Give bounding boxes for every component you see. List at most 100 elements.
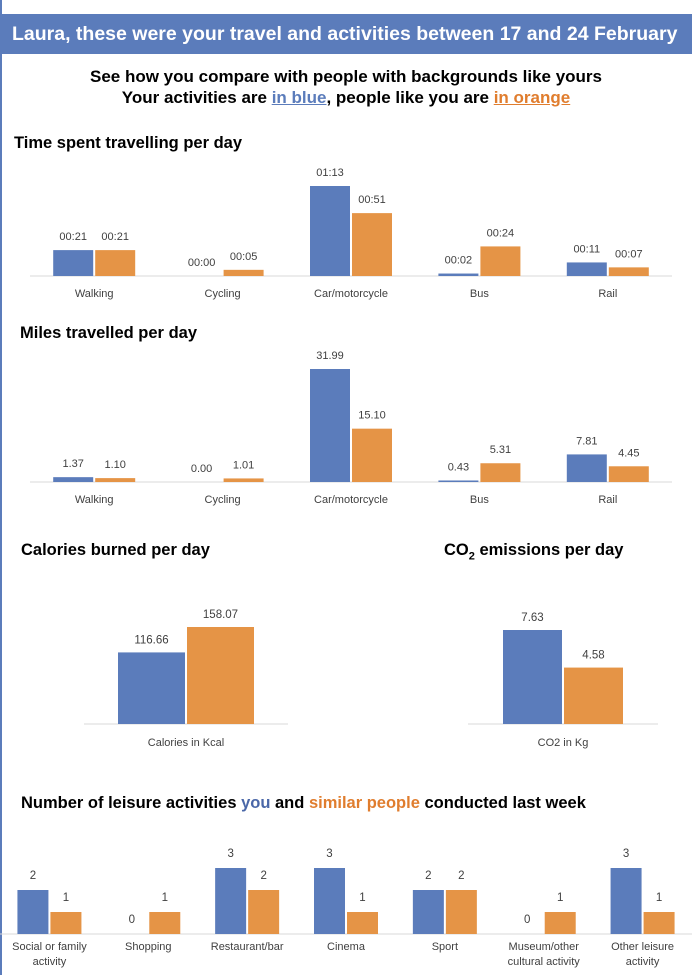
you-value-label-leisure-1: 0 [129, 914, 135, 926]
you-bar-co2-0 [503, 630, 562, 724]
similar-value-label-co2-0: 4.58 [582, 650, 604, 662]
similar-bar-miles-1 [223, 478, 264, 482]
similar-value-label-miles-0: 1.10 [104, 459, 125, 471]
intro-middle: , people like you are [326, 88, 494, 107]
category-label-leisure-2: Restaurant/bar [211, 941, 284, 953]
leisure-chart: 2 1 Social or family activity 0 1 Shopping 3 2 Re… [0, 848, 692, 968]
you-bar-leisure-0 [17, 890, 49, 934]
intro-blue-text: in blue [271, 88, 327, 107]
similar-bar-miles-3 [480, 463, 521, 482]
you-value-label-co2-0: 7.63 [521, 612, 543, 624]
you-bar-time-4 [566, 262, 607, 276]
similar-value-label-calories-0: 158.07 [203, 609, 238, 621]
leisure-title-part1: Number of leisure activities [21, 794, 242, 812]
similar-value-label-time-0: 00:21 [101, 231, 129, 243]
leisure-title-part3: conducted last week [419, 794, 586, 812]
similar-bar-leisure-4 [445, 890, 477, 934]
you-value-label-miles-0: 1.37 [62, 458, 83, 470]
leisure-section-title: Number of leisure activities you and sim… [21, 794, 586, 813]
page-title: Laura, these were your travel and activi… [0, 14, 692, 54]
similar-bar-leisure-0 [50, 912, 82, 934]
category-label-time-2: Car/motorcycle [314, 288, 388, 300]
category-label-miles-2: Car/motorcycle [314, 494, 388, 506]
co2-title-suffix: emissions per day [474, 541, 624, 559]
similar-bar-leisure-3 [347, 912, 378, 934]
you-value-label-leisure-3: 3 [326, 848, 332, 860]
leisure-title-part2: and [270, 794, 309, 812]
leisure-title-similar: similar people [308, 794, 420, 812]
similar-value-label-time-4: 00:07 [615, 248, 643, 260]
intro-orange-text: in orange [493, 88, 571, 107]
you-value-label-time-2: 01:13 [316, 167, 344, 179]
similar-value-label-leisure-0: 1 [63, 892, 69, 904]
similar-value-label-miles-2: 15.10 [358, 410, 386, 422]
you-bar-miles-2 [310, 369, 350, 482]
similar-value-label-leisure-3: 1 [359, 892, 365, 904]
similar-value-label-miles-3: 5.31 [490, 444, 511, 456]
category-label-leisure-0: activity [33, 956, 67, 968]
similar-value-label-leisure-1: 1 [162, 892, 168, 904]
you-value-label-time-0: 00:21 [59, 231, 87, 243]
you-bar-time-2 [310, 186, 350, 276]
you-value-label-time-1: 00:00 [188, 257, 216, 269]
similar-value-label-miles-4: 4.45 [618, 447, 639, 459]
you-value-label-miles-3: 0.43 [448, 461, 469, 473]
co2-section-title: CO2 emissions per day [444, 541, 623, 562]
you-bar-leisure-2 [215, 868, 247, 934]
similar-value-label-miles-1: 1.01 [233, 459, 254, 471]
similar-value-label-leisure-2: 2 [260, 870, 266, 882]
you-value-label-leisure-0: 2 [30, 870, 36, 882]
category-label-leisure-4: Sport [432, 941, 458, 953]
similar-bar-time-2 [352, 213, 392, 276]
time-chart: 00:21 00:21 Walking 00:00 00:05 Cycling 01:13 0… [30, 167, 672, 300]
you-bar-miles-0 [53, 477, 94, 482]
co2-title-prefix: CO [444, 541, 469, 559]
intro-line-1: See how you compare with people with bac… [90, 67, 602, 86]
similar-bar-leisure-1 [149, 912, 181, 934]
similar-bar-miles-0 [95, 478, 136, 482]
similar-value-label-time-2: 00:51 [358, 194, 386, 206]
calories-section-title: Calories burned per day [21, 541, 210, 559]
similar-value-label-time-1: 00:05 [230, 251, 258, 263]
you-value-label-miles-4: 7.81 [576, 435, 597, 447]
you-bar-leisure-3 [314, 868, 345, 934]
category-label-leisure-5: Museum/other [509, 941, 580, 953]
you-bar-miles-3 [438, 480, 479, 482]
category-label-time-0: Walking [75, 288, 114, 300]
calories-chart: 116.66 158.07 Calories in Kcal [84, 609, 288, 749]
you-value-label-leisure-6: 3 [623, 848, 629, 860]
category-label-leisure-0: Social or family [12, 941, 87, 953]
category-label-leisure-3: Cinema [327, 941, 366, 953]
you-value-label-time-4: 00:11 [573, 243, 600, 255]
category-label-leisure-1: Shopping [125, 941, 172, 953]
similar-bar-leisure-6 [643, 912, 675, 934]
you-value-label-leisure-5: 0 [524, 914, 530, 926]
similar-value-label-time-3: 00:24 [487, 227, 515, 239]
co2-chart: 7.63 4.58 CO2 in Kg [468, 612, 658, 749]
you-value-label-miles-1: 0.00 [191, 463, 212, 475]
leisure-title-you: you [241, 794, 271, 812]
category-label-miles-0: Walking [75, 494, 114, 506]
similar-bar-leisure-2 [248, 890, 280, 934]
you-value-label-time-3: 00:02 [445, 255, 473, 267]
you-value-label-miles-2: 31.99 [316, 350, 344, 362]
similar-bar-co2-0 [564, 667, 623, 724]
similar-bar-miles-4 [608, 466, 649, 482]
similar-value-label-leisure-5: 1 [557, 892, 563, 904]
category-label-time-3: Bus [470, 288, 489, 300]
intro-line-2: Your activities are in blue, people like… [0, 88, 692, 108]
miles-chart: 1.37 1.10 Walking 0.00 1.01 Cycling 31.99 15.10… [30, 350, 672, 506]
similar-bar-time-1 [223, 269, 264, 276]
similar-value-label-leisure-6: 1 [656, 892, 662, 904]
category-label-miles-3: Bus [470, 494, 489, 506]
similar-bar-time-0 [95, 250, 136, 276]
similar-bar-miles-2 [352, 428, 392, 482]
you-bar-leisure-4 [412, 890, 444, 934]
miles-section-title: Miles travelled per day [20, 324, 197, 342]
you-bar-miles-4 [566, 454, 607, 482]
you-bar-calories-0 [118, 652, 185, 724]
category-label-miles-1: Cycling [205, 494, 241, 506]
category-label-leisure-5: cultural activity [508, 956, 581, 968]
time-section-title: Time spent travelling per day [14, 134, 243, 152]
